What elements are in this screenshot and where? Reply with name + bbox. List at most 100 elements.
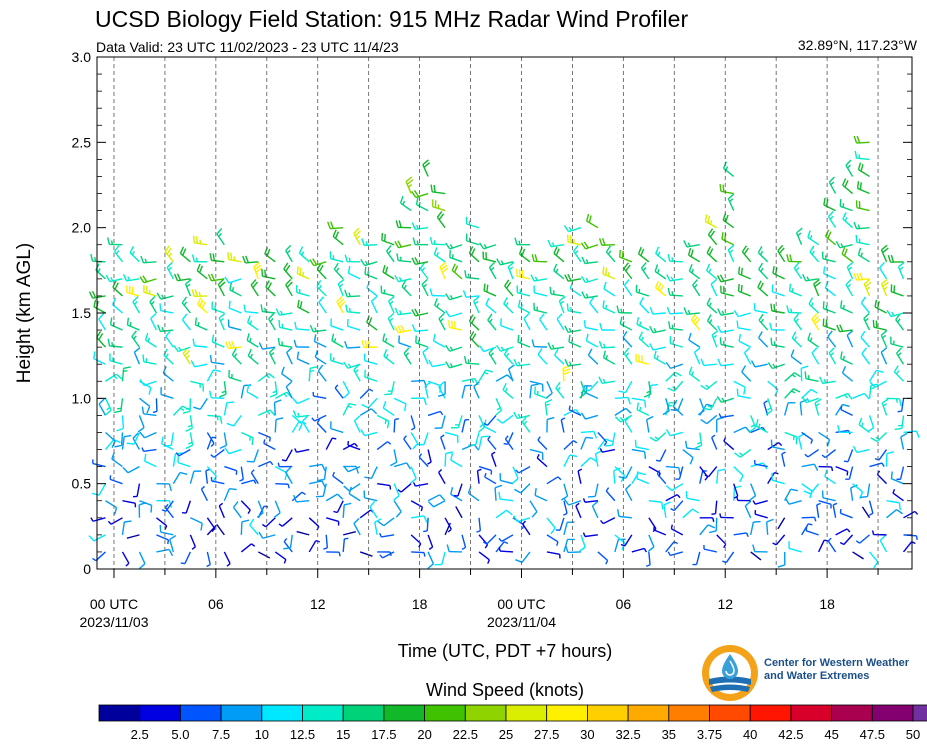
wind-barb <box>736 388 751 400</box>
y-tick-label: 1.0 <box>72 390 92 406</box>
wind-barb <box>771 284 785 297</box>
wind-barb <box>122 274 140 282</box>
wind-barb <box>828 347 837 365</box>
wind-barb <box>182 347 191 365</box>
wind-barb <box>444 431 459 443</box>
wind-barb <box>665 465 681 475</box>
wind-barb <box>326 551 341 557</box>
wind-barb <box>434 415 446 429</box>
wind-barb <box>841 366 854 382</box>
wind-barb <box>133 347 141 365</box>
wind-barb <box>478 435 489 450</box>
wind-barb <box>410 466 417 484</box>
wind-barb <box>855 200 870 212</box>
wind-barb <box>494 484 503 501</box>
wind-barb <box>835 392 853 400</box>
wind-barb <box>663 501 671 518</box>
wind-barb <box>415 197 429 212</box>
wind-barb <box>835 241 853 249</box>
wind-barb <box>411 379 428 388</box>
wind-barb <box>564 545 581 554</box>
wind-barb <box>359 408 378 417</box>
wind-barb <box>854 150 870 161</box>
wind-barb <box>240 519 250 535</box>
wind-barb <box>196 297 208 314</box>
wind-barb <box>502 382 514 399</box>
wind-barb <box>253 261 263 280</box>
wind-barb <box>537 436 548 451</box>
colorbar-swatch <box>668 704 710 722</box>
wind-barb <box>232 501 242 519</box>
wind-barb <box>218 312 226 331</box>
wind-barb <box>436 210 446 229</box>
wind-barb <box>600 517 616 525</box>
wind-barb <box>707 228 718 246</box>
wind-barb <box>503 432 514 446</box>
colorbar-label: 10 <box>255 727 269 742</box>
wind-barb <box>504 279 514 297</box>
wind-barb <box>394 307 412 316</box>
wind-barb <box>122 500 137 508</box>
wind-barb <box>325 493 344 502</box>
wind-barb <box>438 381 446 399</box>
x-axis: 00 UTC 2023/11/03 06 12 18 00 UTC 2023/11/04 06… <box>79 569 879 630</box>
wind-barb <box>720 285 734 297</box>
wind-barb <box>495 509 513 519</box>
wind-barb <box>268 347 276 365</box>
wind-barb <box>159 524 174 536</box>
wind-barb <box>727 193 735 211</box>
wind-barb <box>473 381 480 399</box>
wind-barb <box>858 417 870 434</box>
wind-barb <box>805 526 819 536</box>
wind-barb <box>359 388 374 399</box>
wind-barb <box>575 502 582 519</box>
wind-barb <box>880 278 889 297</box>
wind-barb <box>835 465 849 476</box>
wind-barb <box>544 399 553 416</box>
wind-barb <box>421 278 429 297</box>
wind-barb <box>242 255 259 264</box>
wind-barb <box>754 510 768 519</box>
wind-barb <box>874 299 887 314</box>
wind-barb <box>665 361 684 370</box>
wind-barb <box>819 376 836 385</box>
wind-barb <box>274 551 287 564</box>
wind-barb <box>277 337 293 348</box>
wind-barb <box>360 259 378 267</box>
colorbar-label: 17.5 <box>371 727 396 742</box>
wind-barb <box>711 330 719 348</box>
wind-barb <box>636 317 650 331</box>
wind-barb <box>827 537 837 553</box>
wind-barb <box>667 551 683 557</box>
colorbar-label: 35 <box>662 727 676 742</box>
wind-barb <box>273 399 282 416</box>
wind-barb <box>530 274 548 282</box>
wind-barb <box>602 350 616 365</box>
wind-barb <box>333 500 344 514</box>
wind-barb <box>515 465 531 474</box>
wind-barb <box>560 417 566 433</box>
wind-barb <box>529 448 544 460</box>
wind-barb <box>173 273 191 282</box>
wind-barb <box>727 244 735 263</box>
x-tick-label: 12 <box>310 596 326 612</box>
wind-barb <box>699 524 716 536</box>
wind-barb <box>772 265 785 280</box>
wind-barb <box>105 500 118 515</box>
wind-barb <box>337 278 345 297</box>
wind-barb <box>206 524 217 536</box>
wind-barb <box>821 448 837 459</box>
wind-barb <box>591 500 599 519</box>
wind-barb <box>757 280 769 297</box>
wind-barb <box>393 397 407 412</box>
wind-barb <box>704 214 718 229</box>
wind-barb <box>597 438 613 450</box>
wind-barb <box>344 254 361 263</box>
wind-barb <box>594 449 603 467</box>
wind-barb <box>879 534 888 553</box>
wind-barb <box>411 190 429 199</box>
wind-barb <box>227 252 242 263</box>
wind-barb <box>342 380 350 399</box>
wind-barb <box>393 483 400 501</box>
x-tick-label: 00 UTC <box>90 596 138 612</box>
